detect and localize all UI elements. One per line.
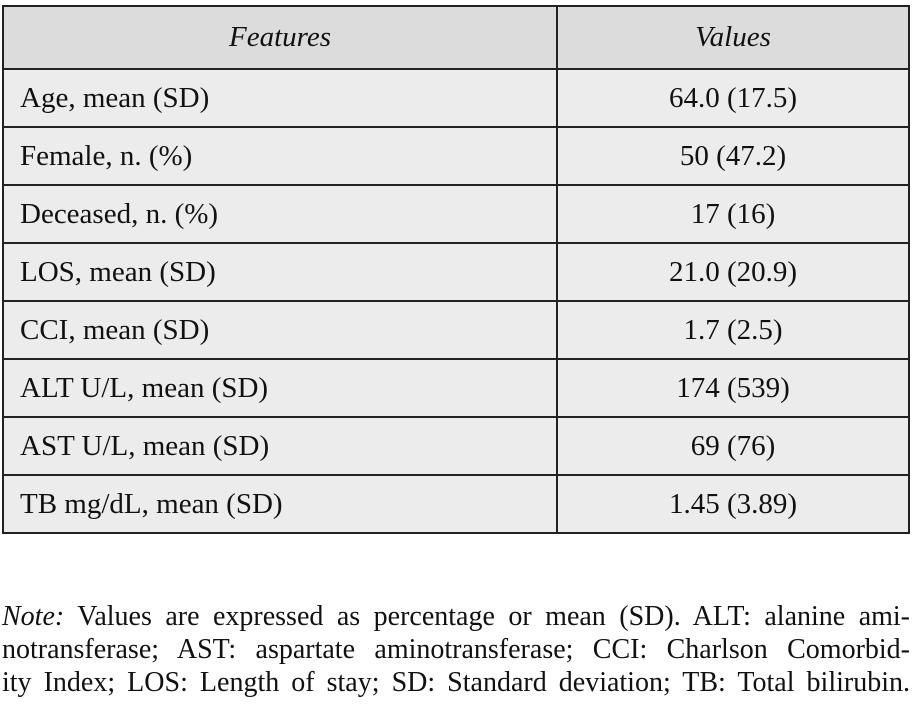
note-text: notransferase; AST: aspartate aminotrans… [2,634,910,665]
feature-cell: Deceased, n. (%) [2,184,558,244]
value-cell: 69 (76) [556,416,910,476]
note-label: Note: [2,601,65,632]
value-cell: 1.45 (3.89) [556,474,910,534]
note: Note: Values are expressed as percentage… [2,600,910,699]
value-cell: 50 (47.2) [556,126,910,186]
header-cell: Values [556,5,910,70]
table-row: CCI, mean (SD) 1.7 (2.5) [2,300,910,360]
value-cell: 174 (539) [556,358,910,418]
feature-cell: AST U/L, mean (SD) [2,416,558,476]
header-row: Features Values [2,5,910,70]
table-row: LOS, mean (SD) 21.0 (20.9) [2,242,910,302]
note-line: Note: Values are expressed as percentage… [2,600,910,633]
table-row: ALT U/L, mean (SD) 174 (539) [2,358,910,418]
value-cell: 21.0 (20.9) [556,242,910,302]
feature-cell: Age, mean (SD) [2,68,558,128]
table-row: AST U/L, mean (SD) 69 (76) [2,416,910,476]
note-line: notransferase; AST: aspartate aminotrans… [2,633,910,666]
value-cell: 17 (16) [556,184,910,244]
feature-cell: LOS, mean (SD) [2,242,558,302]
value-cell: 1.7 (2.5) [556,300,910,360]
data-table: Features Values Age, mean (SD) 64.0 (17.5… [2,5,910,534]
table-body: Age, mean (SD) 64.0 (17.5) Female, n. (%) 5… [2,68,910,534]
note-text: ity Index; LOS: Length of stay; SD: Stan… [2,667,910,698]
table-row: Female, n. (%) 50 (47.2) [2,126,910,186]
note-text: Values are expressed as percentage or me… [77,601,911,632]
feature-cell: CCI, mean (SD) [2,300,558,360]
note-line: ity Index; LOS: Length of stay; SD: Stan… [2,666,910,699]
table-row: Deceased, n. (%) 17 (16) [2,184,910,244]
feature-cell: ALT U/L, mean (SD) [2,358,558,418]
feature-cell: Female, n. (%) [2,126,558,186]
value-cell: 64.0 (17.5) [556,68,910,128]
table-row: Age, mean (SD) 64.0 (17.5) [2,68,910,128]
feature-cell: TB mg/dL, mean (SD) [2,474,558,534]
header-cell: Features [2,5,558,70]
table-row: TB mg/dL, mean (SD) 1.45 (3.89) [2,474,910,534]
